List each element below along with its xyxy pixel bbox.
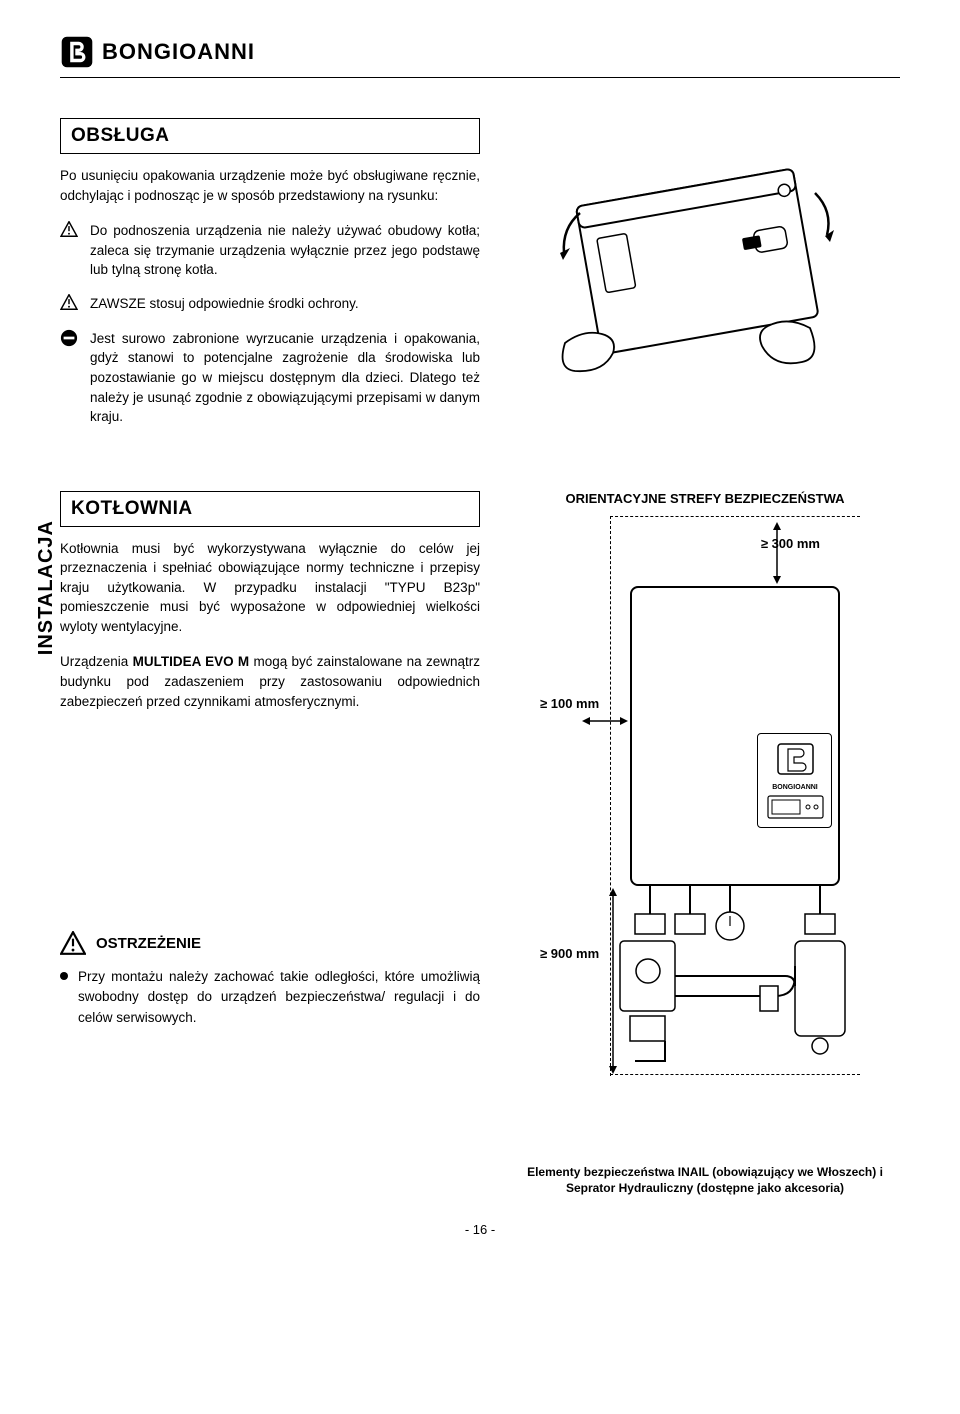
section-heading-obsluga: OBSŁUGA <box>60 118 480 154</box>
warning-triangle-icon <box>60 931 86 955</box>
warning-triangle-icon <box>60 294 80 315</box>
note-warning-1: Do podnoszenia urządzenia nie należy uży… <box>60 221 480 280</box>
device-handling-illustration <box>510 148 870 408</box>
section-obsluga: OBSŁUGA Po usunięciu opakowania urządzen… <box>60 118 900 441</box>
dim-arrow-left <box>582 714 628 728</box>
diagram-caption: Elementy bezpieczeństwa INAIL (obowiązuj… <box>510 1164 900 1198</box>
brand-name: BONGIOANNI <box>102 39 255 65</box>
boiler-panel: BONGIOANNI <box>757 733 832 828</box>
page-content: OBSŁUGA Po usunięciu opakowania urządzen… <box>60 118 900 1237</box>
hydraulic-assembly-illustration <box>600 886 870 1076</box>
section-heading-kotlownia: KOTŁOWNIA <box>60 491 480 527</box>
clearance-title: ORIENTACYJNE STREFY BEZPIECZEŃSTWA <box>510 491 900 506</box>
dim-left-label: ≥ 100 mm <box>540 696 599 711</box>
boiler-outline: BONGIOANNI <box>630 586 840 886</box>
warning-triangle-icon <box>60 221 80 280</box>
header-rule <box>60 77 900 78</box>
obsluga-intro: Po usunięciu opakowania urządzenie może … <box>60 166 480 205</box>
warning-heading-text: OSTRZEŻENIE <box>96 935 201 952</box>
svg-text:BONGIOANNI: BONGIOANNI <box>772 784 818 791</box>
note-2-text: ZAWSZE stosuj odpowiednie środki ochrony… <box>90 294 480 315</box>
warning-block: OSTRZEŻENIE Przy montażu należy zachować… <box>60 931 480 1028</box>
note-3-text: Jest surowo zabronione wyrzucanie urządz… <box>90 329 480 427</box>
warning-bullet: Przy montażu należy zachować takie odleg… <box>60 967 480 1028</box>
brand-header: BONGIOANNI <box>60 35 900 69</box>
dim-bottom-label: ≥ 900 mm <box>540 946 599 961</box>
page-number: - 16 - <box>60 1222 900 1237</box>
dim-arrow-bottom <box>606 888 620 1074</box>
kotlownia-para2: Urządzenia MULTIDEA EVO M mogą być zains… <box>60 652 480 711</box>
warning-bullet-text: Przy montażu należy zachować takie odleg… <box>78 967 480 1028</box>
dim-top-label: ≥ 300 mm <box>630 536 840 551</box>
prohibit-icon <box>60 329 80 427</box>
para2-pre: Urządzenia <box>60 654 133 669</box>
dim-arrow-top <box>770 522 784 584</box>
note-warning-2: ZAWSZE stosuj odpowiednie środki ochrony… <box>60 294 480 315</box>
clearance-diagram: ≥ 300 mm ≥ 100 mm <box>510 516 880 1156</box>
bullet-dot-icon <box>60 972 68 980</box>
side-tab-label: INSTALACJA <box>35 520 58 655</box>
warning-heading-row: OSTRZEŻENIE <box>60 931 480 955</box>
para2-bold: MULTIDEA EVO M <box>133 654 250 669</box>
section-kotlownia: KOTŁOWNIA Kotłownia musi być wykorzystyw… <box>60 491 900 1198</box>
kotlownia-para1: Kotłownia musi być wykorzystywana wyłącz… <box>60 539 480 637</box>
note-1-text: Do podnoszenia urządzenia nie należy uży… <box>90 221 480 280</box>
note-prohibit: Jest surowo zabronione wyrzucanie urządz… <box>60 329 480 427</box>
brand-logo-icon <box>60 35 94 69</box>
